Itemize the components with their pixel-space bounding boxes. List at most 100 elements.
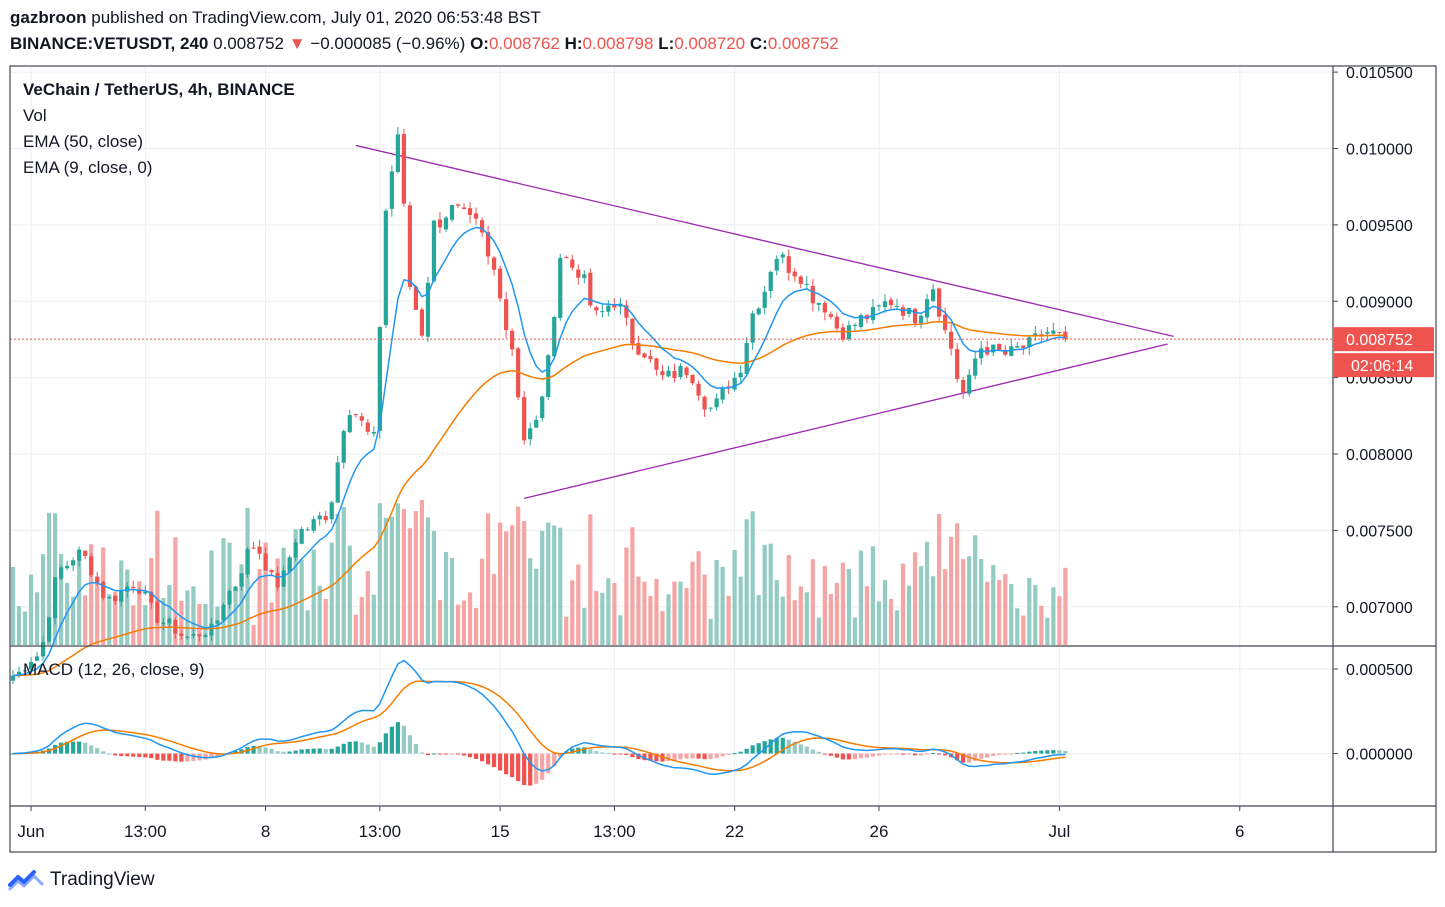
volume-bar [377, 503, 382, 645]
macd-histogram-bar [918, 753, 924, 756]
candle-body [750, 313, 755, 343]
macd-histogram-bar [943, 753, 948, 756]
macd-histogram-bar [522, 753, 527, 786]
macd-histogram-bar [630, 753, 635, 758]
volume-bar [882, 580, 888, 645]
macd-histogram-bar [930, 753, 936, 755]
macd-histogram-bar [906, 753, 912, 755]
legend-ema9[interactable]: EMA (9, close, 0) [23, 158, 153, 177]
volume-bar [642, 581, 647, 645]
macd-histogram-bar [997, 753, 1002, 756]
volume-bar [83, 595, 88, 645]
candle-body [630, 318, 635, 344]
tradingview-brand: TradingView [50, 869, 155, 890]
candle-body [564, 257, 569, 259]
candle-body [389, 171, 394, 209]
volume-bar [564, 616, 569, 645]
open-value: 0.008762 [488, 34, 560, 53]
candle-body [185, 636, 190, 638]
macd-histogram-bar [1063, 750, 1068, 754]
volume-bar [287, 556, 292, 645]
candle-body [930, 289, 936, 302]
candle-body [77, 549, 82, 561]
tradingview-logo[interactable]: TradingView [8, 866, 155, 894]
volume-bar [732, 550, 737, 645]
price-tick-label: 0.010000 [1346, 141, 1413, 158]
volume-bar [684, 588, 689, 645]
ema50-line [12, 320, 1066, 677]
macd-histogram-bar [858, 753, 864, 759]
volume-bar [347, 545, 352, 645]
volume-bar [185, 590, 190, 645]
volume-bar [107, 594, 112, 645]
macd-histogram-bar [973, 753, 978, 761]
volume-bar [10, 566, 16, 645]
legend-volume[interactable]: Vol [23, 106, 47, 125]
macd-histogram-bar [822, 753, 827, 755]
macd-histogram-bar [281, 751, 286, 754]
macd-histogram-bar [359, 742, 364, 754]
macd-histogram-bar [1027, 751, 1032, 754]
candle-body [413, 286, 419, 310]
macd-histogram-bar [606, 753, 611, 755]
macd-histogram-bar [924, 753, 930, 755]
candle-body [949, 331, 954, 349]
candle-body [203, 635, 208, 638]
volume-bar [672, 581, 677, 645]
candle-body [979, 348, 984, 359]
macd-histogram-bar [83, 742, 88, 754]
price-badge-label: 0.008752 [1346, 332, 1413, 349]
macd-histogram-bar [846, 753, 852, 760]
volume-bar [690, 561, 695, 645]
legend-macd[interactable]: MACD (12, 26, close, 9) [23, 660, 205, 679]
macd-histogram-bar [852, 753, 858, 760]
volume-bar [798, 586, 803, 645]
price-tick-label: 0.007500 [1346, 523, 1413, 540]
candle-body [985, 347, 990, 355]
macd-histogram-bar [59, 742, 64, 754]
volume-bar [912, 552, 918, 645]
candle-body [461, 207, 467, 210]
ema-lines [10, 226, 1333, 677]
candle-body [40, 642, 46, 657]
macd-histogram-bar [1015, 752, 1020, 754]
macd-histogram-bar [377, 742, 382, 754]
volume-bar [305, 610, 310, 645]
volume-bar [756, 595, 761, 645]
volume-bar [804, 592, 809, 645]
author-name[interactable]: gazbroon [10, 8, 87, 27]
macd-histogram-bar [702, 753, 707, 760]
macd-histogram-bar [726, 753, 731, 755]
candle-body [269, 570, 274, 573]
macd-histogram-bar [882, 753, 888, 755]
volume-bar [197, 603, 202, 645]
macd-histogram-bar [840, 753, 845, 760]
volume-bar [720, 566, 725, 645]
candle-body [924, 299, 930, 318]
candle-body [546, 355, 551, 398]
candle-body [582, 274, 587, 279]
macd-histogram-bar [870, 753, 876, 757]
macd-histogram-bar [792, 741, 797, 754]
volume-bar [570, 580, 575, 645]
trendlines[interactable] [355, 144, 1174, 499]
axes: 0.0105000.0100000.0095000.0090000.008500… [17, 65, 1434, 841]
candle-body [293, 542, 298, 558]
volume-bar [359, 597, 364, 645]
candle-body [852, 324, 858, 326]
volume-bar [1045, 617, 1050, 645]
volume-bar [582, 608, 587, 645]
candle-body [540, 396, 545, 419]
candle-body [997, 343, 1002, 351]
candle-body [708, 407, 713, 409]
volume-bar [834, 582, 839, 645]
macd-histogram-bar [71, 741, 76, 754]
volume-bar [173, 537, 178, 645]
volume-bar [822, 566, 827, 645]
candle-body [437, 219, 443, 228]
candle-body [191, 634, 196, 636]
chart-grid [10, 66, 1333, 806]
symbol-header: BINANCE:VETUSDT, 240 0.008752 ▼ −0.00008… [10, 34, 839, 54]
legend-ema50[interactable]: EMA (50, close) [23, 132, 143, 151]
